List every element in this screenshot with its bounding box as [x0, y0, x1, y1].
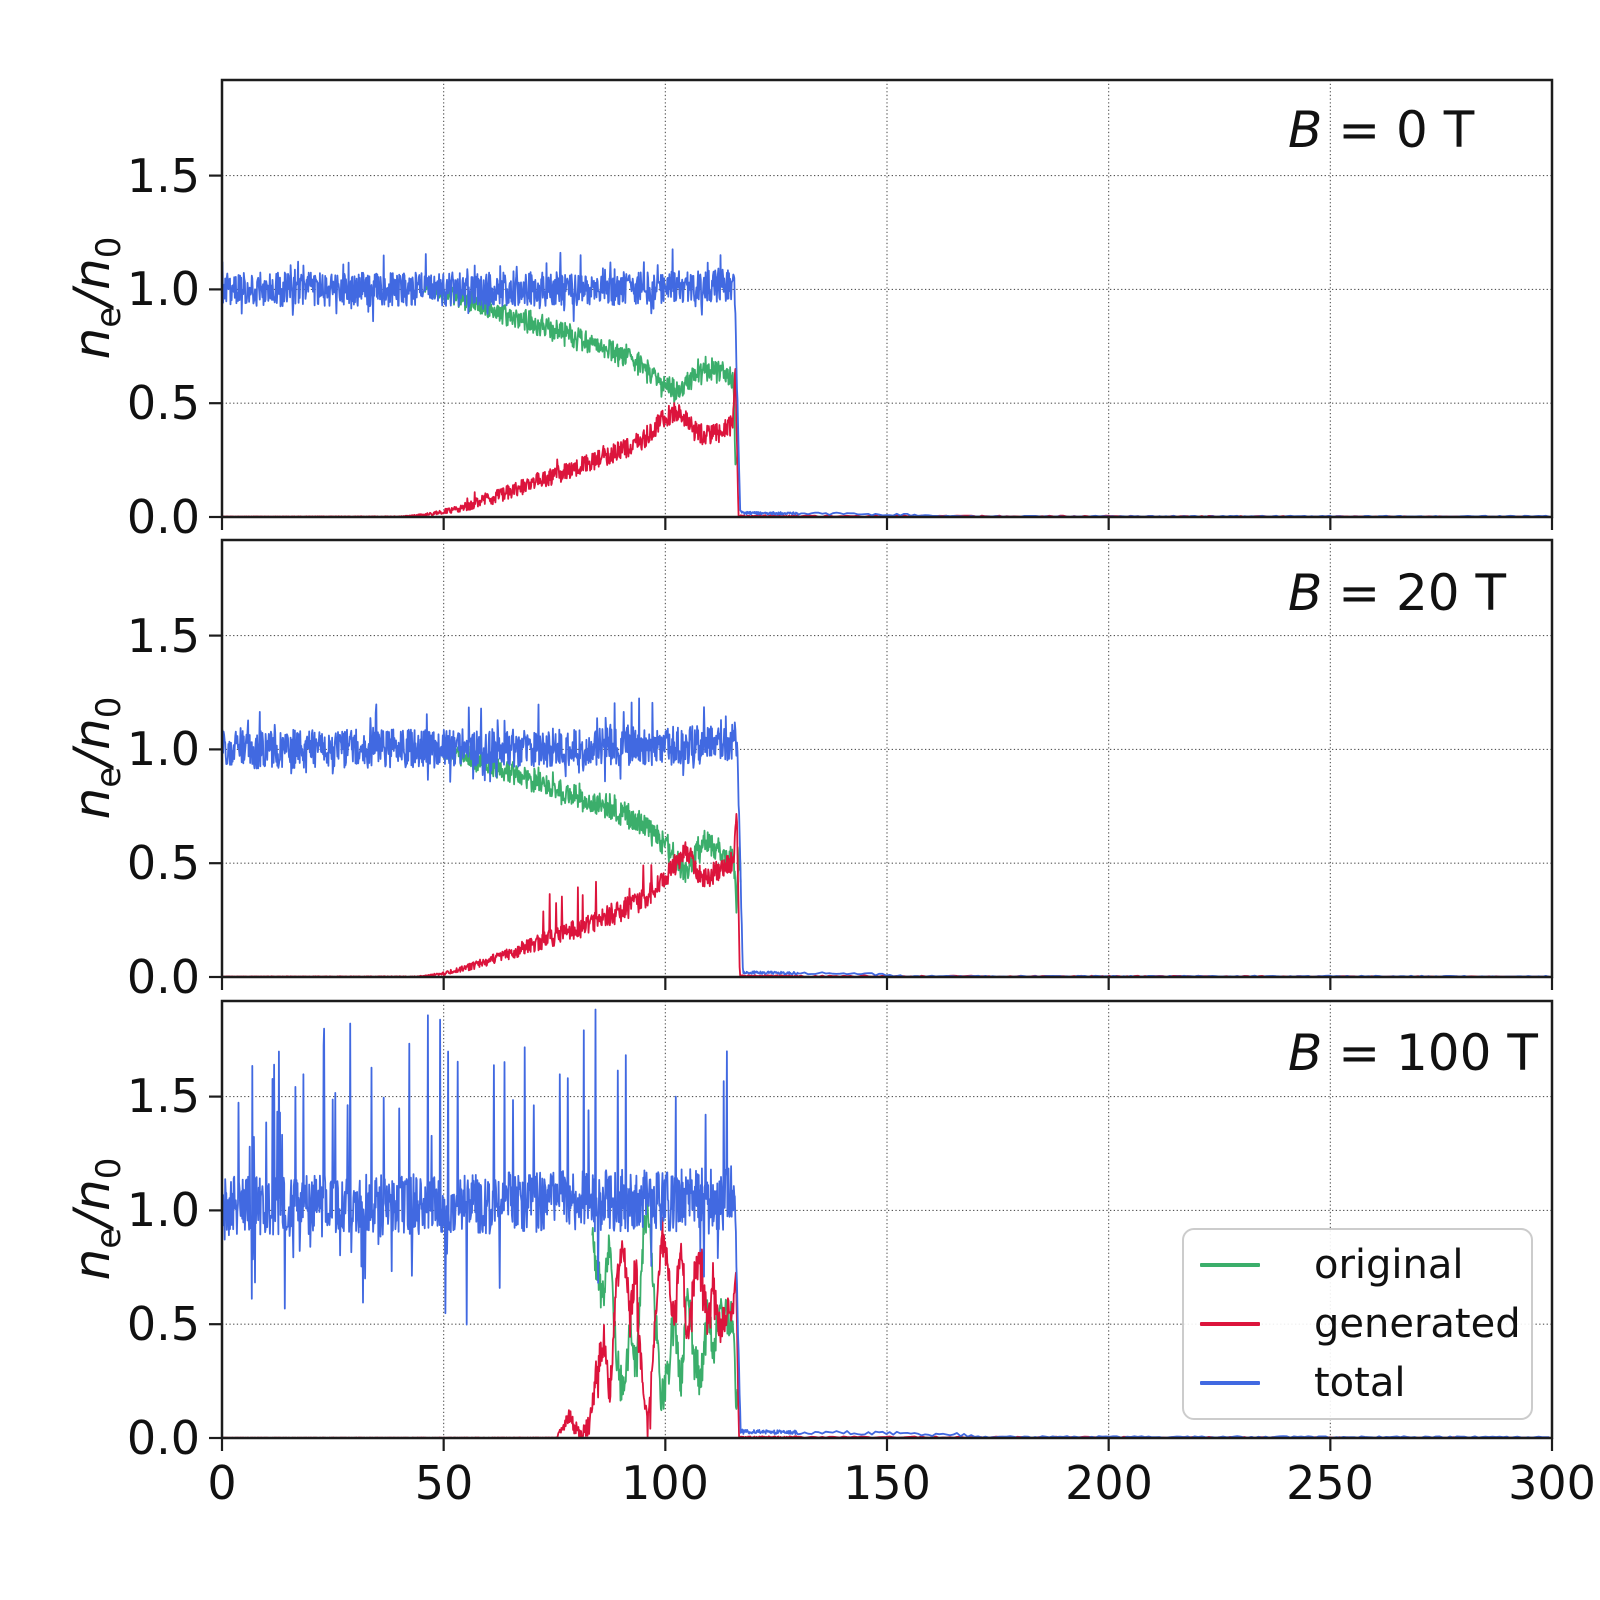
y-tick-label: 1.5	[126, 1069, 200, 1123]
panel-annotation-b20: B = 20 T	[1288, 564, 1507, 622]
y-tick-label: 1.5	[126, 149, 200, 203]
x-tick-label: 150	[843, 1456, 931, 1510]
original-line-swatch	[1200, 1263, 1260, 1268]
x-tick-label: 200	[1065, 1456, 1153, 1510]
y-tick-label: 1.0	[126, 262, 200, 316]
legend-item-total: total	[1184, 1363, 1531, 1403]
x-tick-label: 50	[414, 1456, 474, 1510]
x-tick-label: 300	[1508, 1456, 1596, 1510]
x-tick-label: 100	[621, 1456, 709, 1510]
legend-item-generated: generated	[1184, 1304, 1531, 1344]
y-tick-label: 1.0	[126, 1183, 200, 1237]
panel-annotation-b100: B = 100 T	[1288, 1024, 1538, 1082]
generated-line-swatch	[1200, 1321, 1260, 1326]
legend-label: original	[1314, 1242, 1464, 1289]
y-tick-label: 0.0	[126, 950, 200, 1004]
y-tick-label: 0.5	[126, 836, 200, 890]
y-tick-label: 1.0	[126, 722, 200, 776]
legend-label: total	[1314, 1359, 1406, 1406]
y-tick-label: 0.5	[126, 1297, 200, 1351]
total-line-swatch	[1200, 1380, 1260, 1385]
legend: original generated total	[1182, 1228, 1533, 1420]
y-tick-label: 1.5	[126, 609, 200, 663]
y-tick-label: 0.0	[126, 490, 200, 544]
y-tick-label: 0.0	[126, 1411, 200, 1465]
legend-label: generated	[1314, 1300, 1521, 1347]
y-tick-label: 0.5	[126, 376, 200, 430]
x-tick-label: 0	[207, 1456, 237, 1510]
x-tick-label: 250	[1286, 1456, 1374, 1510]
legend-item-original: original	[1184, 1245, 1531, 1285]
panel-annotation-b0: B = 0 T	[1288, 101, 1475, 159]
